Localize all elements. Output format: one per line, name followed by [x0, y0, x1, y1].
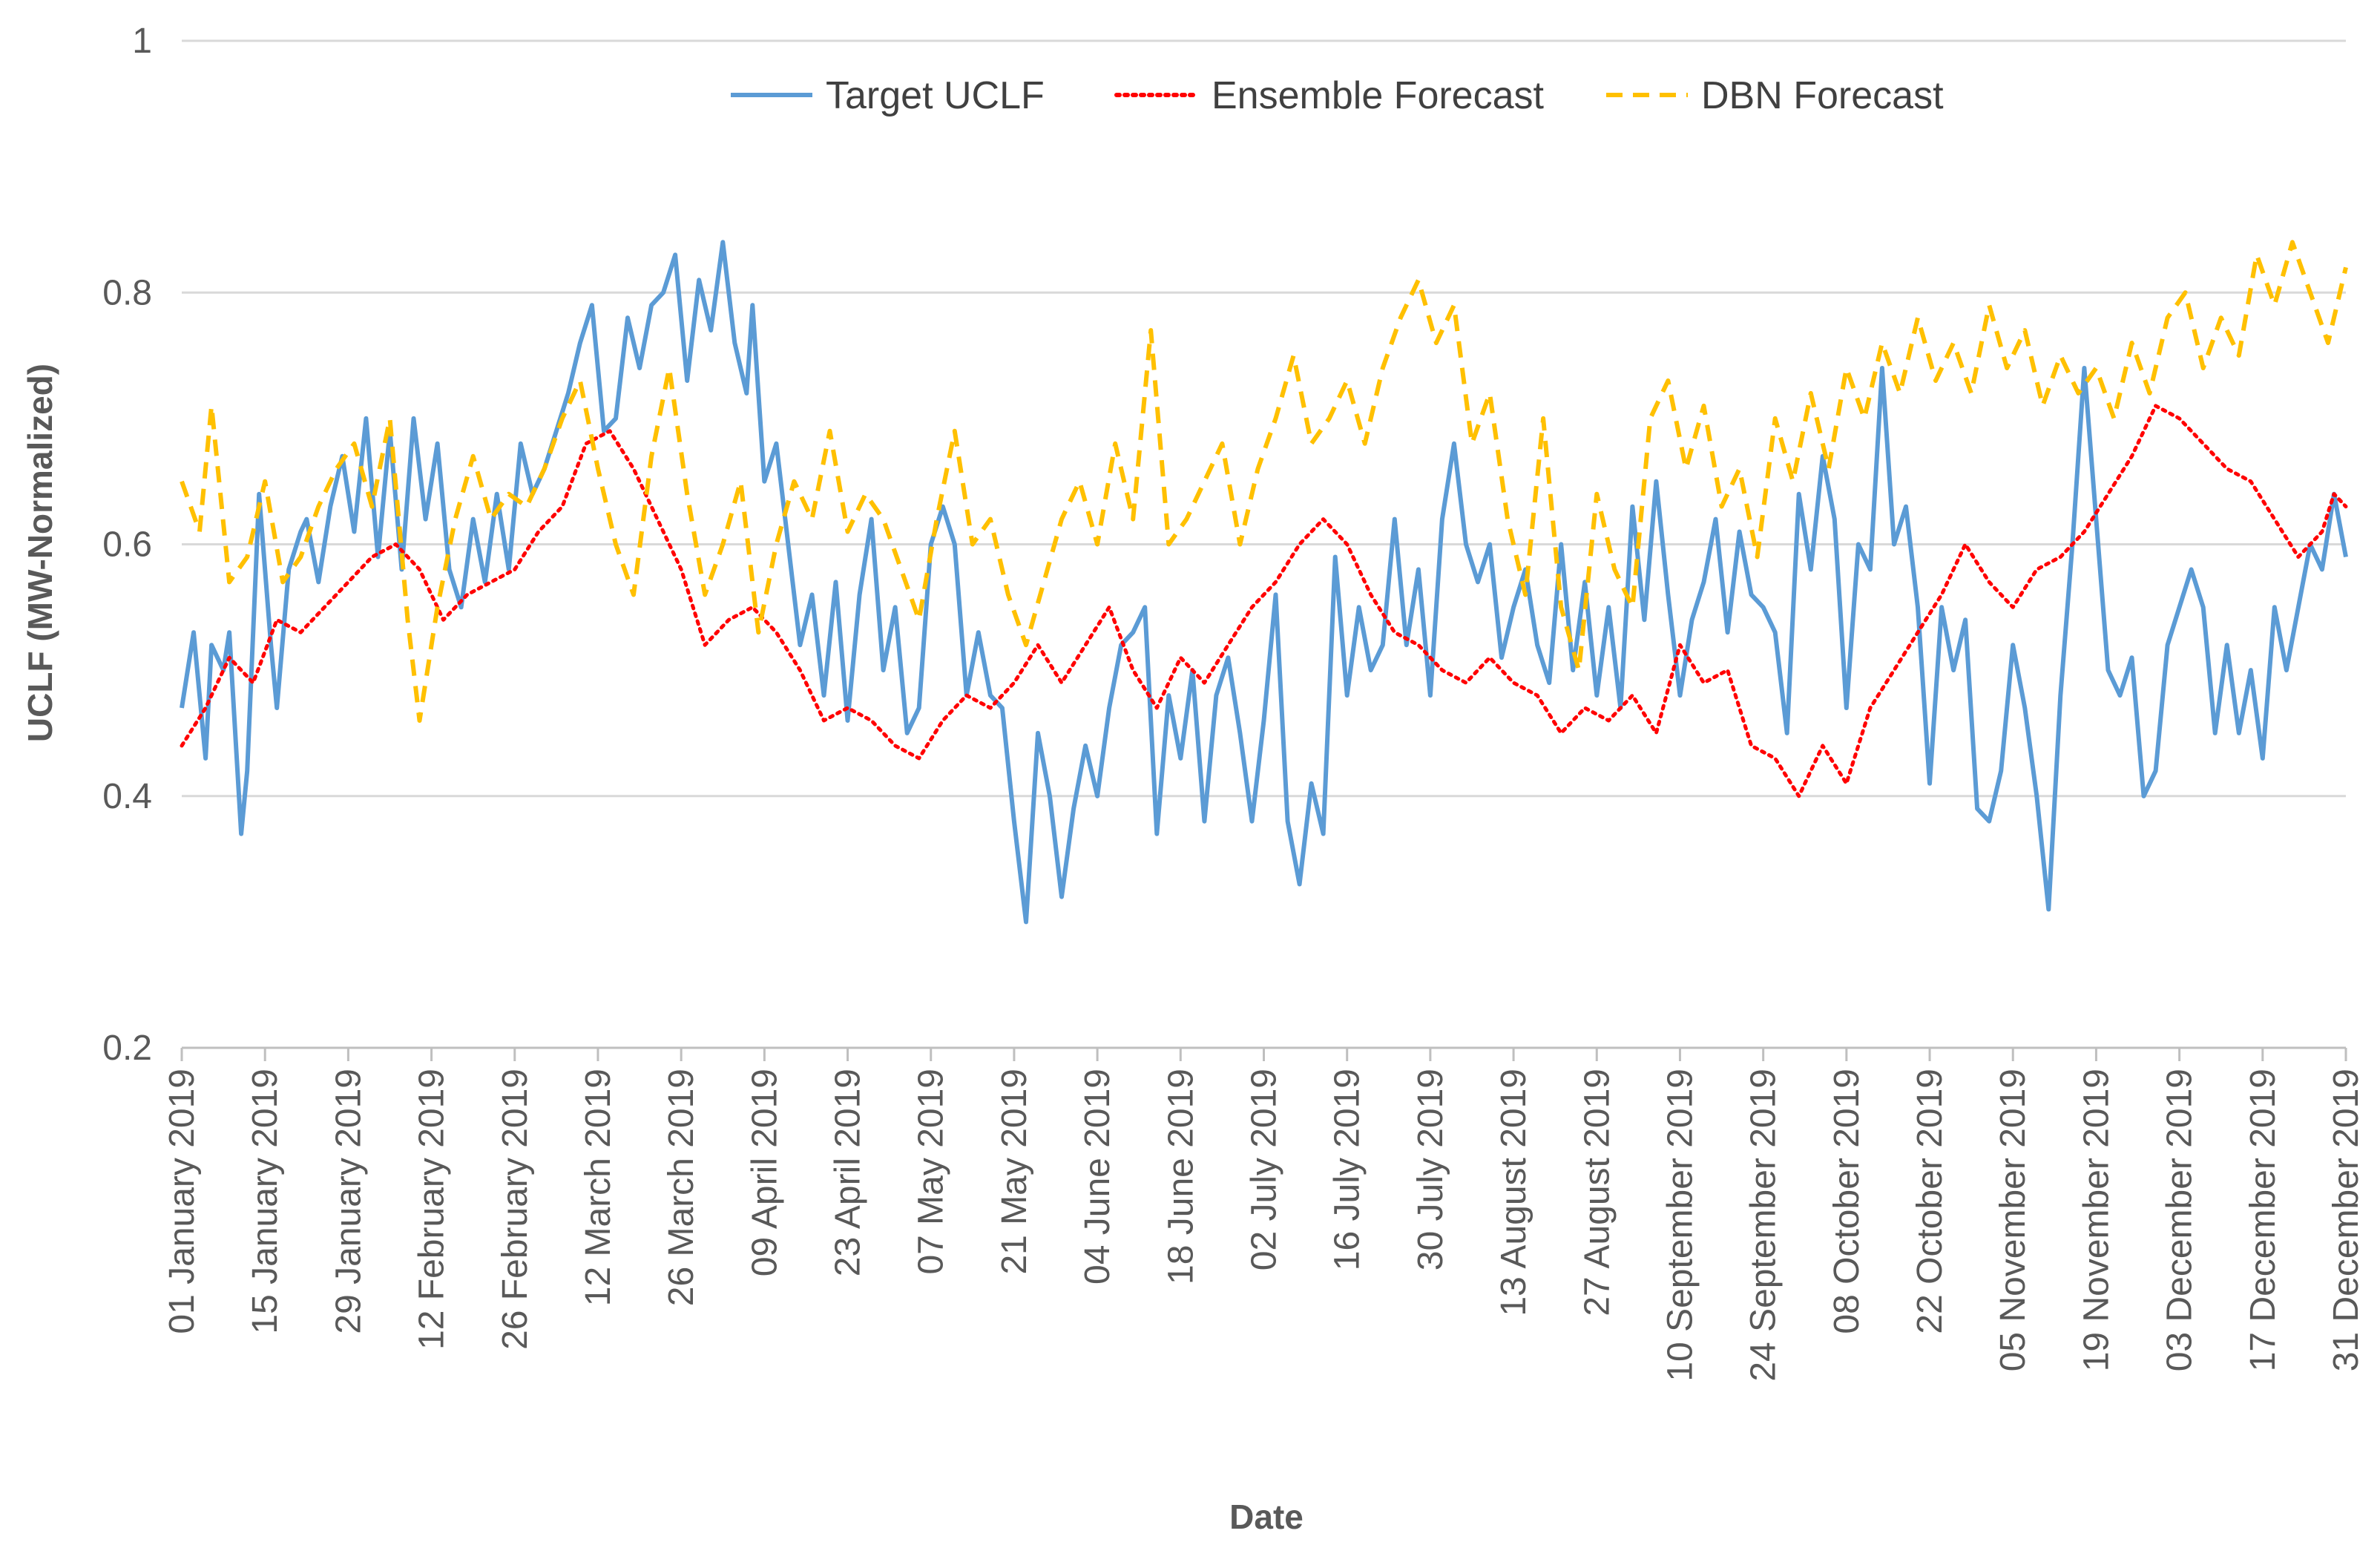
x-axis-title: Date	[1229, 1498, 1304, 1536]
x-tick-label: 31 December 2019	[2327, 1069, 2366, 1371]
y-axis-title: UCLF (MW-Normalized)	[21, 364, 59, 742]
x-tick-label: 22 October 2019	[1910, 1069, 1950, 1334]
series-line-ensemble-forecast	[180, 404, 2348, 798]
x-tick-label: 29 January 2019	[329, 1069, 368, 1334]
legend: Target UCLF Ensemble Forecast DBN Forecast	[731, 74, 1944, 117]
x-axis: 01 January 2019 15 January 2019 29 January…	[162, 1048, 2366, 1382]
y-tick-label: 0.6	[102, 525, 152, 565]
y-tick-label: 1	[132, 22, 152, 61]
x-tick-label: 09 April 2019	[745, 1069, 784, 1276]
x-tick-label: 16 July 2019	[1328, 1069, 1367, 1270]
gridlines	[182, 39, 2346, 1049]
y-tick-label: 0.2	[102, 1029, 152, 1068]
x-tick-label: 10 September 2019	[1660, 1069, 1700, 1382]
y-tick-label: 0.4	[102, 777, 152, 816]
x-tick-label: 03 December 2019	[2160, 1069, 2200, 1371]
x-tick-label: 13 August 2019	[1494, 1069, 1533, 1316]
x-tick-label: 26 March 2019	[662, 1069, 701, 1306]
x-tick-label: 05 November 2019	[1993, 1069, 2033, 1371]
x-tick-label: 24 September 2019	[1744, 1069, 1784, 1382]
x-tick-label: 07 May 2019	[912, 1069, 951, 1275]
legend-label: Ensemble Forecast	[1212, 74, 1545, 117]
series-group	[180, 240, 2348, 925]
x-tick-label: 17 December 2019	[2243, 1069, 2283, 1371]
x-tick-label: 27 August 2019	[1577, 1069, 1617, 1316]
x-tick-label: 02 July 2019	[1245, 1069, 1284, 1270]
x-tick-label: 23 April 2019	[829, 1069, 868, 1276]
x-tick-label: 30 July 2019	[1411, 1069, 1450, 1270]
x-tick-label: 18 June 2019	[1161, 1069, 1200, 1285]
x-tick-label: 12 February 2019	[412, 1069, 452, 1350]
x-tick-label: 26 February 2019	[496, 1069, 535, 1350]
y-tick-label: 0.8	[102, 273, 152, 312]
series-line-target-uclf	[180, 240, 2348, 925]
legend-label: DBN Forecast	[1701, 74, 1944, 117]
x-tick-label: 15 January 2019	[246, 1069, 285, 1334]
x-tick-label: 21 May 2019	[995, 1069, 1034, 1275]
x-tick-label: 12 March 2019	[579, 1069, 618, 1306]
x-tick-label: 04 June 2019	[1078, 1069, 1117, 1285]
series-line-dbn-forecast	[180, 240, 2348, 723]
x-tick-label: 01 January 2019	[162, 1069, 202, 1334]
x-tick-label: 19 November 2019	[2077, 1069, 2116, 1371]
x-tick-label: 08 October 2019	[1827, 1069, 1867, 1334]
y-axis: 0.2 0.4 0.6 0.8 1	[102, 22, 152, 1068]
legend-label: Target UCLF	[826, 74, 1045, 117]
